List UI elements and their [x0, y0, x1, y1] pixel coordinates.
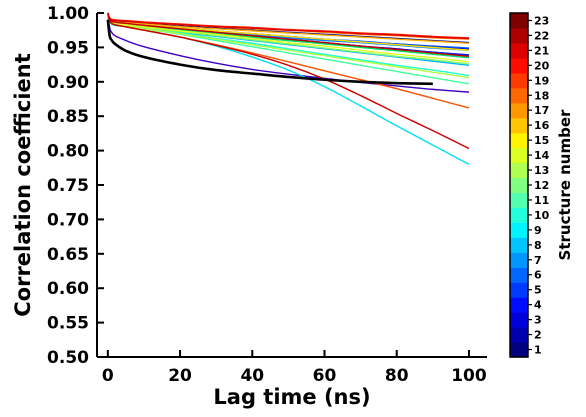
colorbar-band	[510, 237, 528, 253]
x-tick-label: 0	[102, 366, 114, 386]
colorbar-band	[510, 72, 528, 89]
plot-lines	[106, 12, 470, 165]
colorbar-band	[510, 282, 528, 298]
colorbar-band	[510, 147, 528, 164]
colorbar-title: Structure number	[556, 109, 574, 260]
colorbar-band	[510, 207, 528, 223]
x-tick-label: 80	[385, 366, 409, 386]
y-tick-label: 0.60	[47, 279, 89, 299]
x-tick-label: 60	[313, 366, 337, 386]
colorbar-label: 8	[534, 239, 542, 252]
colorbar-band	[510, 42, 528, 59]
colorbar-band	[510, 252, 528, 268]
series-line-structure-15	[107, 12, 470, 63]
series-line-structure-22	[107, 12, 470, 58]
y-tick-label: 0.75	[47, 176, 89, 196]
y-tick-label: 0.55	[47, 314, 89, 334]
y-tick-label: 0.65	[47, 245, 89, 265]
colorbar-label: 11	[534, 194, 549, 207]
colorbar-label: 5	[534, 284, 542, 297]
colorbar-band	[510, 13, 528, 29]
colorbar-band	[510, 102, 528, 119]
colorbar-band	[510, 342, 528, 358]
x-tick-label: 100	[451, 366, 487, 386]
colorbar-label: 15	[534, 134, 549, 147]
y-tick-label: 1.00	[47, 4, 89, 24]
colorbar-label: 14	[534, 149, 550, 162]
colorbar-label: 20	[534, 59, 550, 72]
colorbar-label: 1	[534, 344, 542, 357]
colorbar-label: 18	[534, 89, 549, 102]
colorbar-label: 3	[534, 314, 542, 327]
colorbar-band	[510, 177, 528, 194]
series-line-structure-4	[107, 12, 469, 93]
axes	[96, 13, 487, 358]
y-tick-label: 0.95	[47, 38, 89, 58]
y-tick-label: 0.85	[47, 107, 89, 127]
colorbar-label: 7	[534, 254, 542, 267]
y-ticks: 0.50 0.55 0.60 0.65 0.70 0.75 0.80 0.85 0.90 0.95…	[47, 4, 104, 368]
x-ticks: 0 20 40 60 80 100	[102, 350, 487, 386]
x-axis-title: Lag time (ns)	[213, 385, 370, 409]
series-line-structure-21	[107, 12, 469, 40]
y-tick-label: 0.80	[47, 142, 89, 162]
colorbar-label: 10	[534, 209, 550, 222]
colorbar-label: 21	[534, 44, 549, 57]
colorbar-band	[510, 222, 528, 238]
colorbar-band	[510, 132, 528, 149]
colorbar-band	[510, 312, 528, 328]
colorbar-band	[510, 27, 528, 44]
y-axis-title: Correlation coefficient	[11, 53, 35, 317]
x-tick-label: 20	[168, 366, 192, 386]
colorbar-band	[510, 87, 528, 104]
colorbar-band	[510, 327, 528, 343]
series-line-reference	[106, 19, 433, 86]
colorbar-band	[510, 267, 528, 283]
colorbar-band	[510, 192, 528, 209]
colorbar-band	[510, 162, 528, 179]
x-tick-label: 40	[240, 366, 264, 386]
colorbar-label: 13	[534, 164, 549, 177]
colorbar-label: 19	[534, 74, 549, 87]
y-tick-label: 0.70	[47, 210, 89, 230]
series-line-structure-23	[107, 12, 470, 150]
colorbar-label: 4	[534, 299, 542, 312]
colorbar-label: 2	[534, 329, 542, 342]
colorbar-label: 9	[534, 224, 542, 237]
colorbar-label: 6	[534, 269, 542, 282]
colorbar-label: 12	[534, 179, 549, 192]
colorbar-label: 17	[534, 104, 549, 117]
colorbar-label: 22	[534, 29, 549, 42]
y-tick-label: 0.50	[47, 348, 89, 368]
colorbar-label: 16	[534, 119, 550, 132]
y-tick-label: 0.90	[47, 73, 89, 93]
colorbar-label: 23	[534, 14, 549, 27]
colorbar-band	[510, 117, 528, 134]
colorbar-band	[510, 57, 528, 74]
colorbar-band	[510, 297, 528, 313]
